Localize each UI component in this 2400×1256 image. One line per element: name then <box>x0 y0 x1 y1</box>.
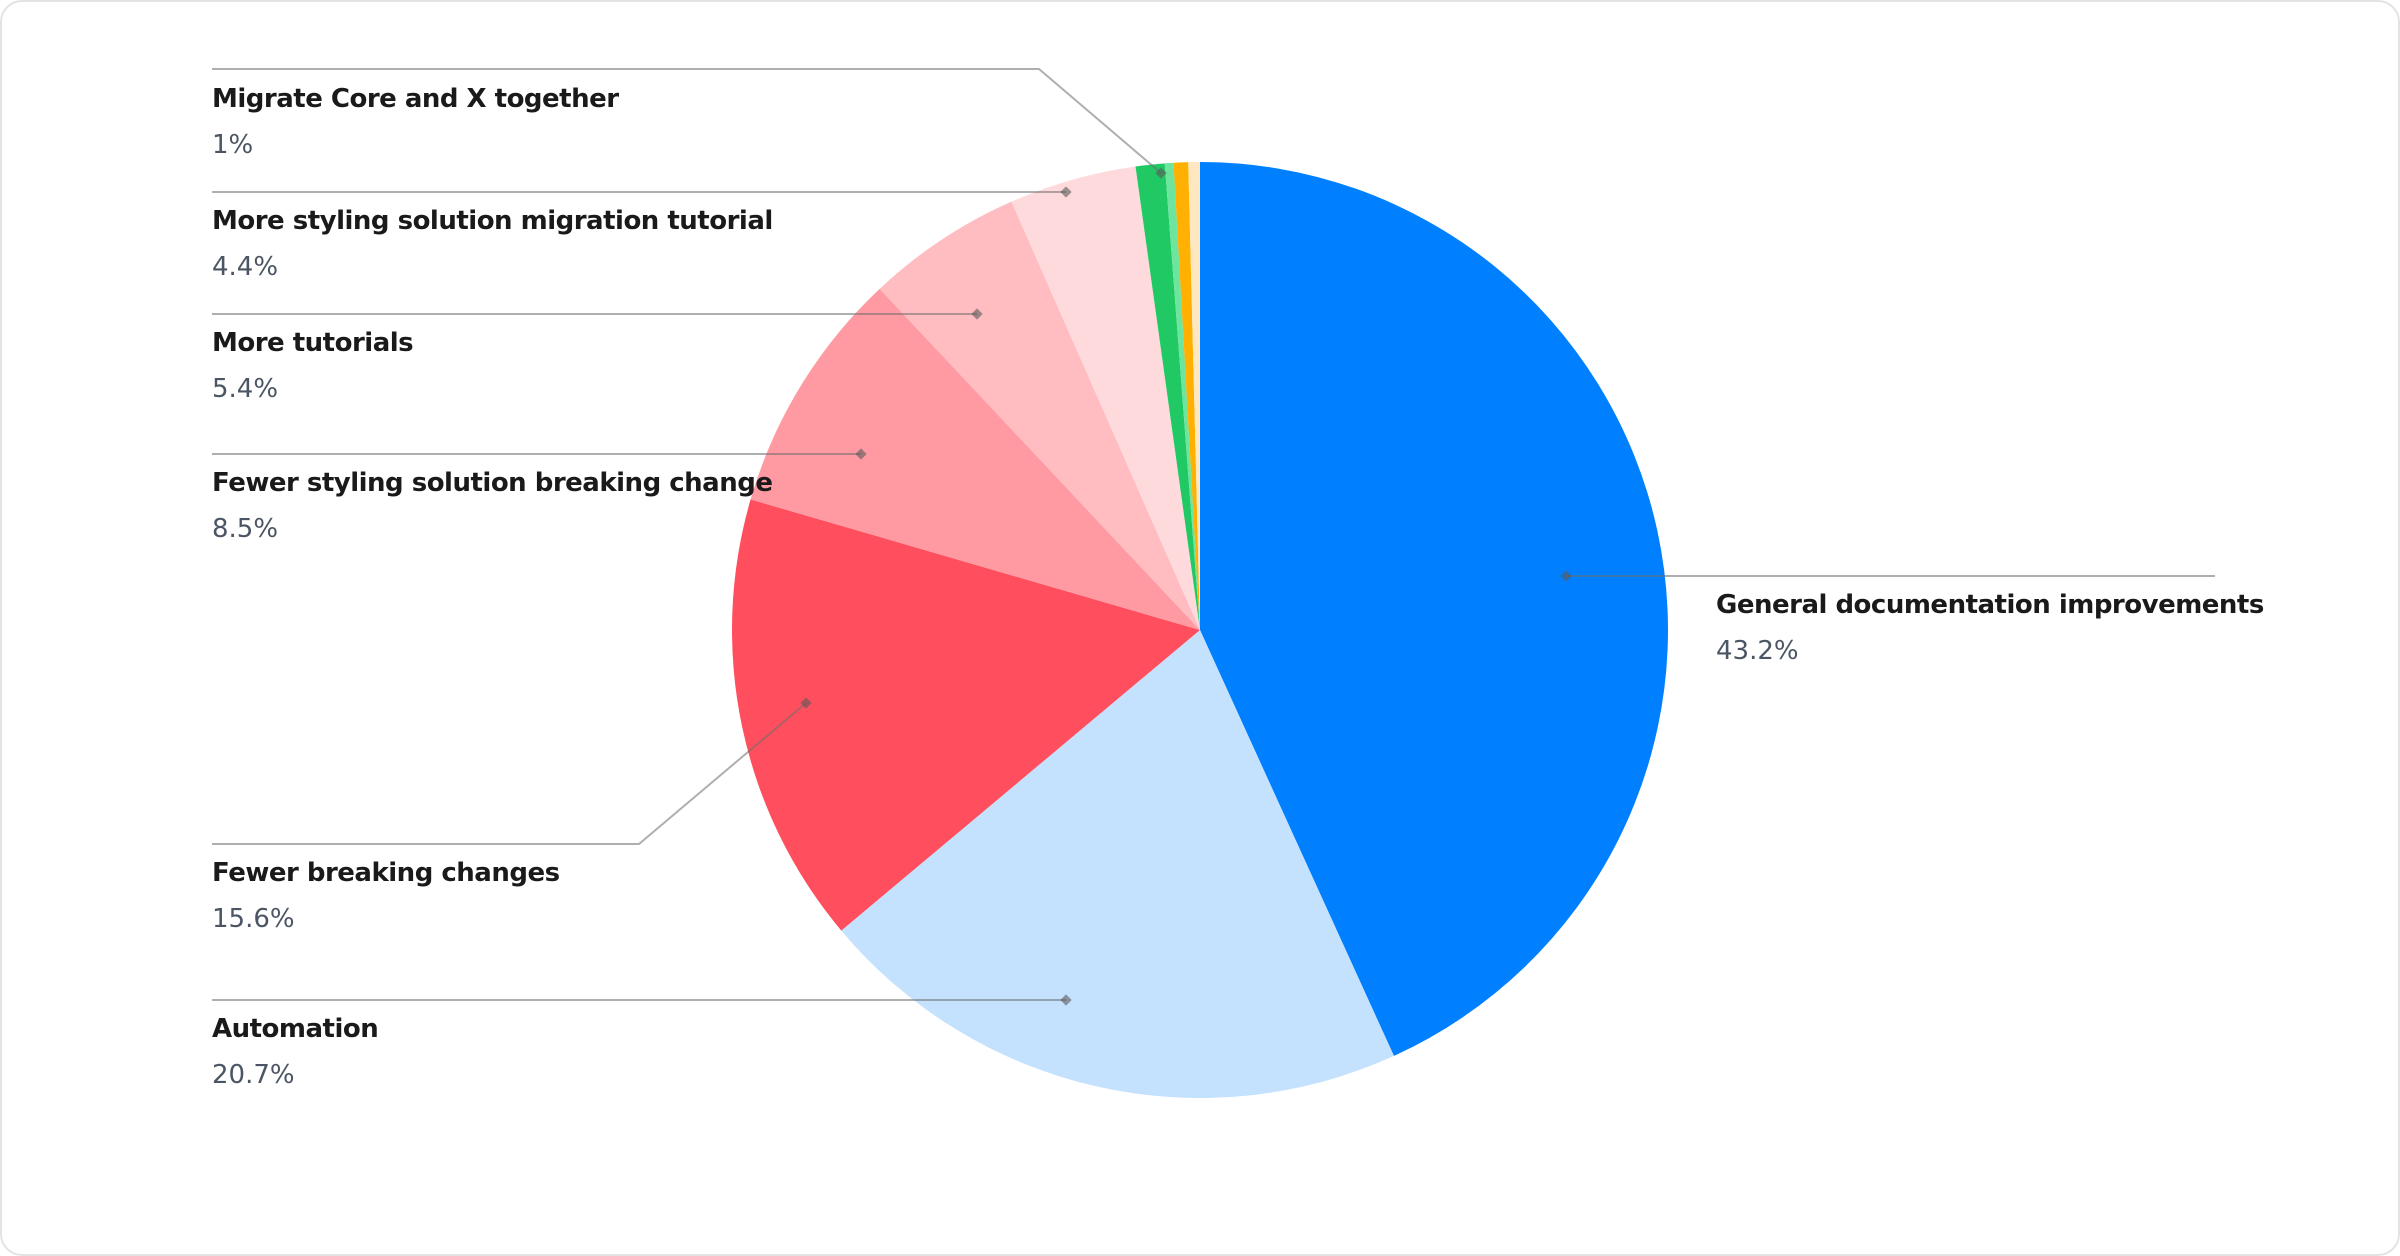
slice-label: More styling solution migration tutorial <box>212 206 773 236</box>
slice-label: More tutorials <box>212 328 414 358</box>
slice-value: 15.6% <box>212 904 295 934</box>
slice-value: 20.7% <box>212 1060 295 1090</box>
callout-more-tutorials: More tutorials 5.4% <box>212 328 414 404</box>
pie-slice-9 <box>1188 162 1200 630</box>
callout-styling-migration-tutorial: More styling solution migration tutorial… <box>212 206 773 282</box>
pie-slice-5 <box>1011 166 1200 630</box>
leader-marker-5 <box>1060 186 1072 198</box>
leader-marker-3 <box>855 448 867 460</box>
pie-slice-2 <box>731 499 1200 931</box>
leader-marker-4 <box>971 308 983 320</box>
pie-slice-1 <box>841 630 1394 1098</box>
slice-value: 5.4% <box>212 374 279 404</box>
leader-line-6 <box>212 68 1162 174</box>
leader-marker-6 <box>1155 167 1167 179</box>
slice-value: 8.5% <box>212 514 279 544</box>
callout-general-documentation: General documentation improvements 43.2% <box>1716 590 2264 666</box>
leader-marker-0 <box>1560 570 1572 582</box>
slice-label: Fewer breaking changes <box>212 858 560 888</box>
callout-migrate-core-x: Migrate Core and X together 1% <box>212 84 619 160</box>
pie-slice-0 <box>1200 162 1668 1056</box>
slice-label: General documentation improvements <box>1716 590 2264 620</box>
callout-automation: Automation 20.7% <box>212 1014 379 1090</box>
slice-label: Migrate Core and X together <box>212 84 619 114</box>
slice-label: Automation <box>212 1014 379 1044</box>
leader-line-2 <box>212 702 807 845</box>
slice-label: Fewer styling solution breaking change <box>212 468 773 498</box>
leader-marker-1 <box>1060 994 1072 1006</box>
slice-value: 4.4% <box>212 252 279 282</box>
pie-slice-4 <box>879 201 1200 631</box>
slice-value: 43.2% <box>1716 636 1799 666</box>
pie-slice-3 <box>750 288 1200 630</box>
pie-slice-7 <box>1164 162 1200 630</box>
slice-value: 1% <box>212 130 254 160</box>
leader-marker-2 <box>800 697 812 709</box>
pie-slice-6 <box>1135 163 1200 630</box>
pie-slice-8 <box>1173 162 1200 630</box>
callout-fewer-breaking-changes: Fewer breaking changes 15.6% <box>212 858 560 934</box>
callout-fewer-styling-breaking: Fewer styling solution breaking change 8… <box>212 468 773 544</box>
